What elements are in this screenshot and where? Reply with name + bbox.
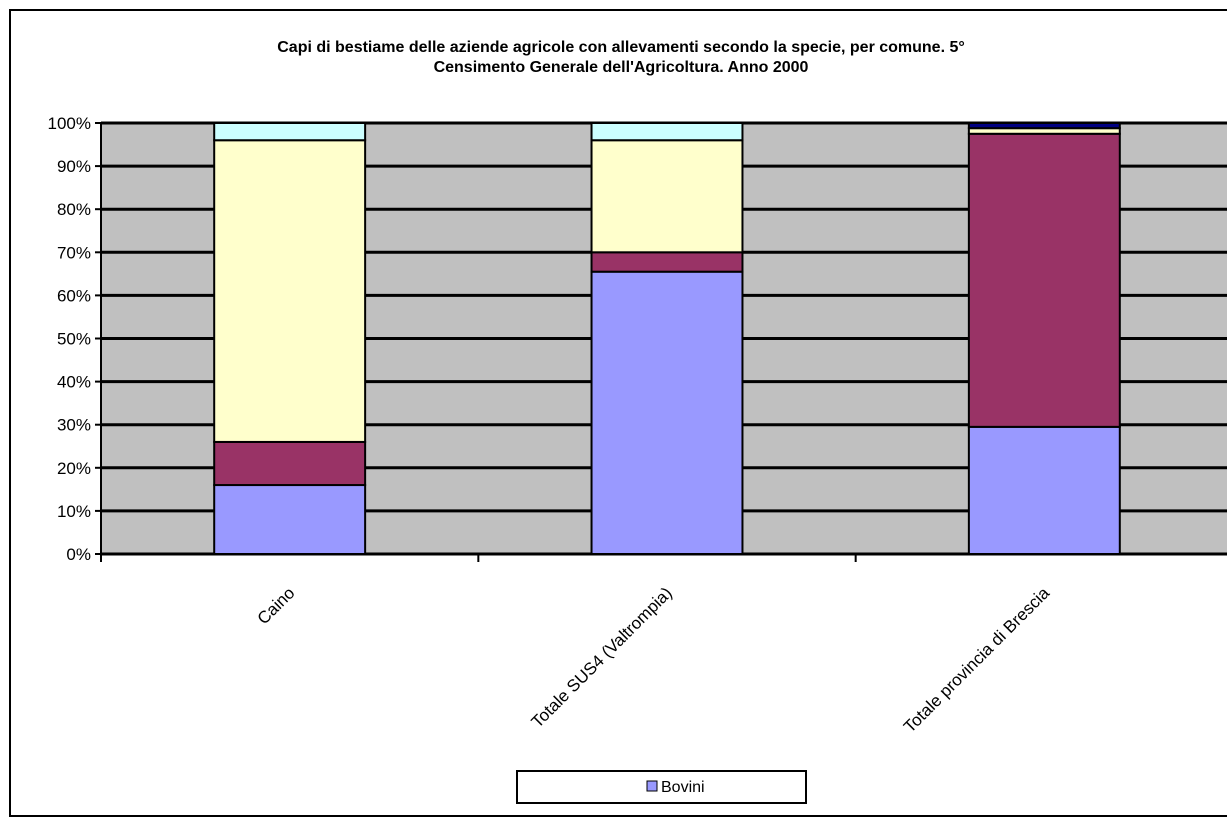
y-tick-label: 60% xyxy=(57,286,91,305)
y-tick-label: 50% xyxy=(57,330,91,349)
bar-segment xyxy=(213,484,367,556)
bar-segment xyxy=(590,122,744,142)
x-category-label: Totale SUS4 (Valtrompia) xyxy=(528,583,676,731)
plot-area: 0% 10% 20% 30% 40% 50% 60% 70% 80% 90% 100% Caino To… xyxy=(48,114,1227,736)
bar-segment xyxy=(967,425,1121,556)
bar-segment xyxy=(967,132,1121,428)
bar-segment xyxy=(590,251,744,273)
y-tick-label: 20% xyxy=(57,459,91,478)
x-category-label: Caino xyxy=(254,583,299,628)
chart-svg: Capi di bestiame delle aziende agricole … xyxy=(48,39,1227,804)
chart-title-line-2: Censimento Generale dell'Agricoltura. An… xyxy=(434,59,809,76)
y-tick-label: 90% xyxy=(57,157,91,176)
x-category-label: Totale provincia di Brescia xyxy=(900,583,1053,736)
y-tick-label: 100% xyxy=(48,114,91,133)
bar-segment xyxy=(967,122,1121,130)
y-tick-label: 80% xyxy=(57,200,91,219)
y-tick-label: 30% xyxy=(57,416,91,435)
chart-title-line-1: Capi di bestiame delle aziende agricole … xyxy=(277,39,965,56)
y-tick-label: 70% xyxy=(57,243,91,262)
legend-label-bovini: Bovini xyxy=(661,779,705,796)
bar-segment xyxy=(213,440,367,487)
legend-swatch-bovini xyxy=(646,780,658,792)
legend-box xyxy=(516,770,807,804)
legend: Bovini xyxy=(516,770,807,804)
y-tick-label: 40% xyxy=(57,373,91,392)
y-tick-label: 10% xyxy=(57,502,91,521)
chart-area: Capi di bestiame delle aziende agricole … xyxy=(9,9,1227,817)
bar-segment xyxy=(213,139,367,443)
bar-segment xyxy=(590,270,744,555)
y-tick-label: 0% xyxy=(66,545,91,564)
bar-segment xyxy=(213,122,367,142)
bar-segment xyxy=(590,139,744,254)
